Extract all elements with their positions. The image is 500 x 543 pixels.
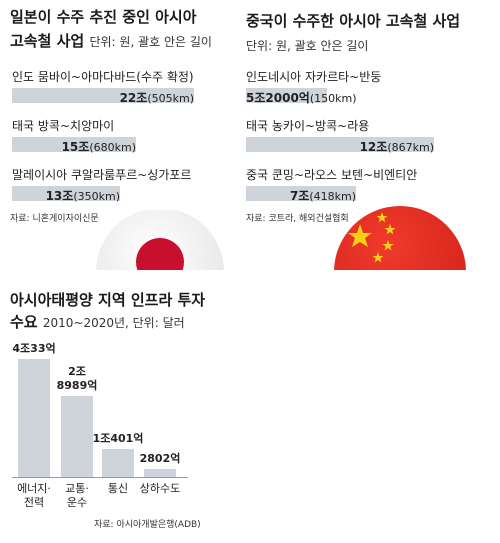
- asia-category-label: 교통· 운수: [65, 482, 89, 509]
- japan-length-label: (505km): [147, 92, 194, 105]
- japan-value-label: 22조: [119, 91, 148, 105]
- asia-bar-value: 2802억: [139, 452, 181, 465]
- japan-value-label: 15조: [61, 140, 90, 154]
- asia-bar: [18, 359, 50, 477]
- asia-unit: 2010~2020년, 단위: 달러: [42, 316, 185, 330]
- china-bar-value: 7조(418km): [246, 187, 356, 204]
- china-row-label: 중국 쿤밍~라오스 보텐~비엔티안: [246, 168, 418, 182]
- japan-row-label: 인도 뭄바이~아마다바드(수주 확정): [12, 70, 194, 84]
- japan-length-label: (350km): [73, 190, 120, 203]
- china-length-label: (150km): [309, 92, 357, 105]
- japan-bar-value: 22조(505km): [12, 89, 194, 106]
- asia-bar-value: 4조33억: [12, 342, 56, 355]
- asia-bar: [61, 396, 93, 477]
- china-bar-value: 12조(867km): [246, 138, 434, 155]
- japan-value-label: 13조: [45, 189, 74, 203]
- china-value-label: 12조: [359, 140, 388, 154]
- china-value-label: 7조: [289, 189, 310, 203]
- china-unit: 단위: 원, 괄호 안은 길이: [246, 39, 369, 53]
- japan-length-label: (680km): [89, 141, 136, 154]
- japan-title-line1: 일본이 수주 추진 중인 아시아: [10, 8, 197, 26]
- japan-bar: [12, 88, 194, 103]
- china-bar: [246, 186, 356, 201]
- china-bar-value: 5조2000억(150km): [246, 89, 357, 106]
- china-row-label: 인도네시아 자카르타~반둥: [246, 70, 382, 84]
- japan-source: 자료: 니혼게이자이신문: [10, 214, 99, 224]
- china-source: 자료: 코트라, 해외건설협회: [246, 214, 349, 224]
- china-length-label: (867km): [387, 141, 434, 154]
- china-row-label: 태국 농카이~방콕~라용: [246, 119, 370, 133]
- asia-bar-value: 1조401억: [92, 432, 144, 445]
- japan-bar: [12, 186, 120, 201]
- asia-bar: [144, 469, 176, 477]
- asia-title-line2: 수요: [10, 313, 38, 331]
- asia-bar: [102, 449, 134, 477]
- japan-bar-value: 13조(350km): [12, 187, 120, 204]
- china-value-label: 5조2000억: [246, 91, 310, 105]
- china-bar: [246, 137, 434, 152]
- asia-baseline: [12, 477, 188, 478]
- asia-title-line2-wrap: 수요 2010~2020년, 단위: 달러: [10, 311, 185, 332]
- china-bar: [246, 88, 327, 103]
- japan-unit: 단위: 원, 괄호 안은 길이: [89, 35, 212, 49]
- china-length-label: (418km): [309, 190, 356, 203]
- asia-source: 자료: 아시아개발은행(ADB): [94, 520, 201, 530]
- china-title: 중국이 수주한 아시아 고속철 사업: [246, 12, 461, 30]
- japan-title-line2-wrap: 고속철 사업 단위: 원, 괄호 안은 길이: [10, 30, 212, 51]
- japan-row-label: 태국 방콕~치앙마이: [12, 119, 115, 133]
- asia-category-label: 통신: [107, 482, 129, 495]
- asia-title-line1: 아시아태평양 지역 인프라 투자: [10, 291, 206, 309]
- asia-category-label: 에너지· 전력: [17, 482, 51, 509]
- japan-bar: [12, 137, 136, 152]
- asia-bar-value: 2조 8989억: [56, 365, 98, 392]
- japan-row-label: 말레이시아 쿠알라룸푸르~싱가포르: [12, 168, 192, 182]
- japan-bar-value: 15조(680km): [12, 138, 136, 155]
- japan-title-line2: 고속철 사업: [10, 32, 85, 50]
- asia-category-label: 상하수도: [139, 482, 181, 495]
- japan-flag-icon: [96, 210, 224, 270]
- china-flag-icon: [334, 206, 466, 270]
